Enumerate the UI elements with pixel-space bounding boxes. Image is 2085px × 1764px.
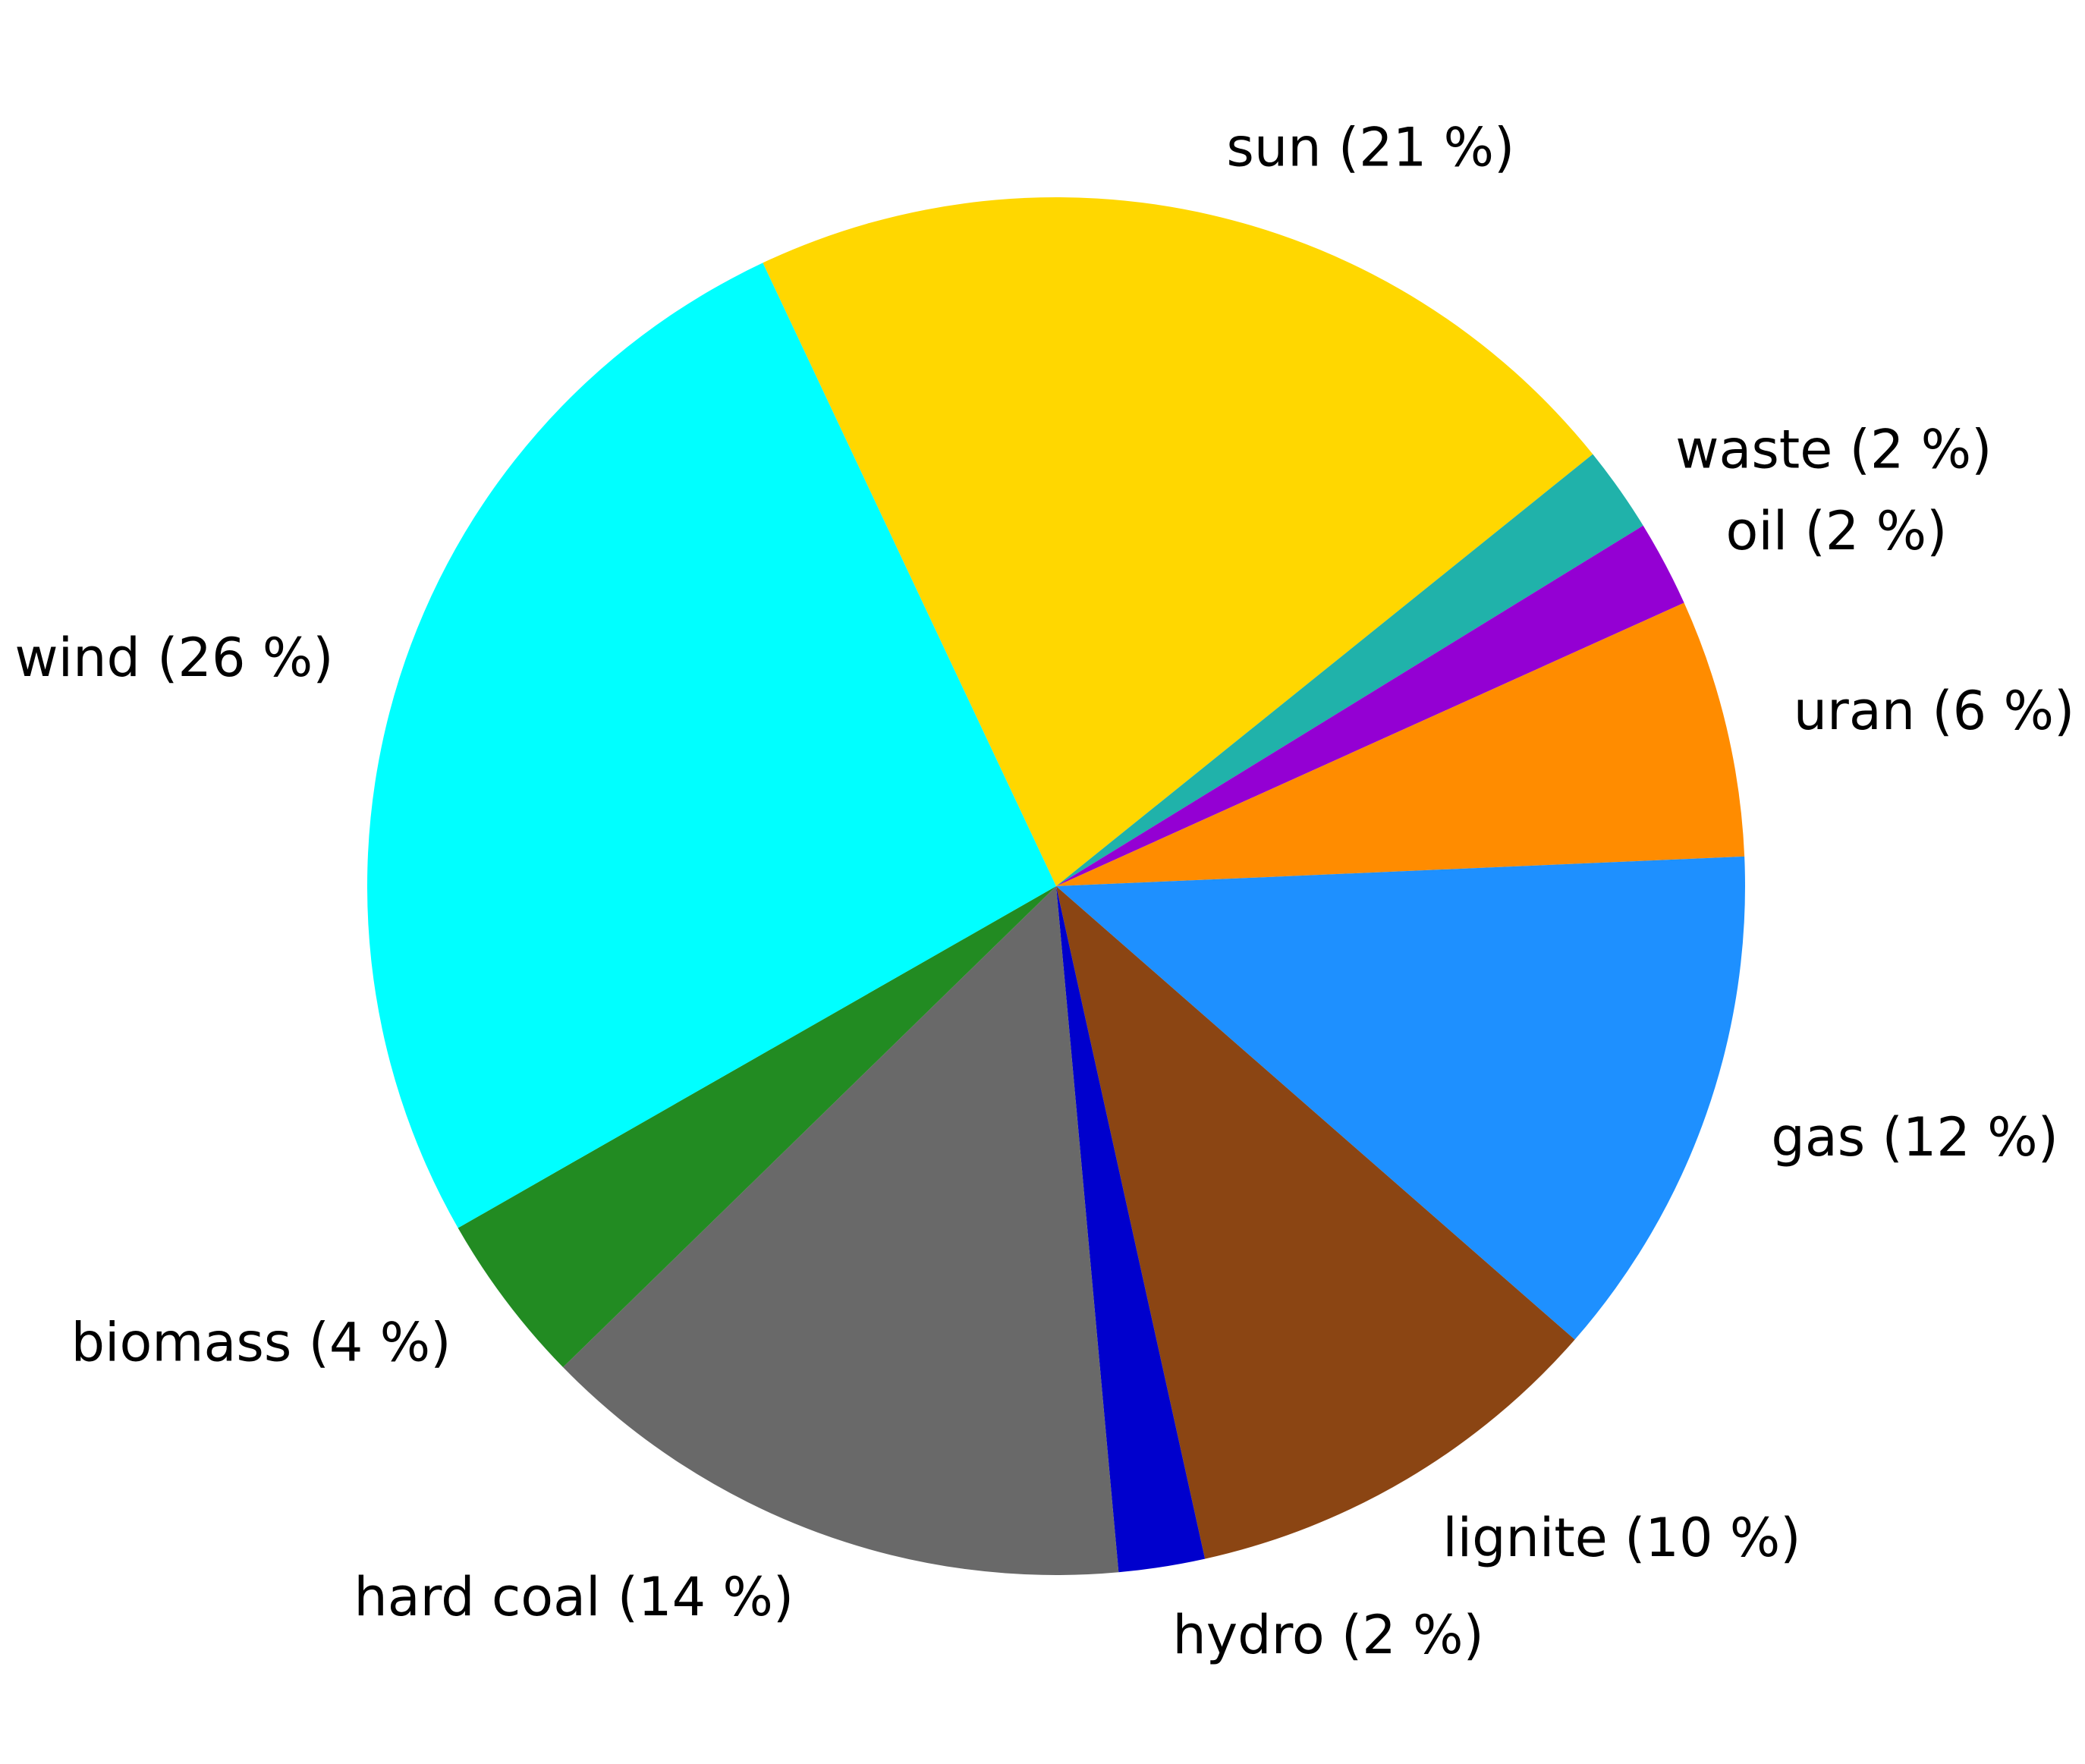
pie-label-uran: uran (6 %)	[1794, 680, 2075, 742]
pie-label-hydro: hydro (2 %)	[1172, 1604, 1483, 1666]
pie-slice-hard-coal	[563, 886, 1119, 1575]
pie-label-oil: oil (2 %)	[1726, 500, 1948, 562]
pie-label-wind: wind (26 %)	[14, 627, 333, 689]
pie-label-sun: sun (21 %)	[1226, 117, 1514, 179]
pie-label-lignite: lignite (10 %)	[1442, 1507, 1800, 1569]
pie-slice-waste	[1056, 454, 1643, 886]
pie-slice-lignite	[1056, 886, 1575, 1559]
pie-label-biomass: biomass (4 %)	[71, 1311, 451, 1373]
pie-label-waste: waste (2 %)	[1675, 418, 1992, 480]
pie-labels: sun (21 %) waste (2 %) oil (2 %) uran (6 %)…	[14, 117, 2074, 1666]
pie-slice-sun	[763, 197, 1593, 886]
pie-slice-wind	[367, 263, 1056, 1228]
pie-slice-hydro	[1056, 886, 1206, 1573]
pie-label-gas: gas (12 %)	[1771, 1106, 2058, 1168]
pie-slice-uran	[1056, 602, 1745, 886]
pie-slices	[367, 197, 1745, 1575]
pie-slice-oil	[1056, 525, 1684, 886]
pie-label-hard-coal: hard coal (14 %)	[354, 1566, 794, 1628]
pie-slice-biomass	[458, 886, 1056, 1368]
pie-slice-gas	[1056, 856, 1745, 1340]
